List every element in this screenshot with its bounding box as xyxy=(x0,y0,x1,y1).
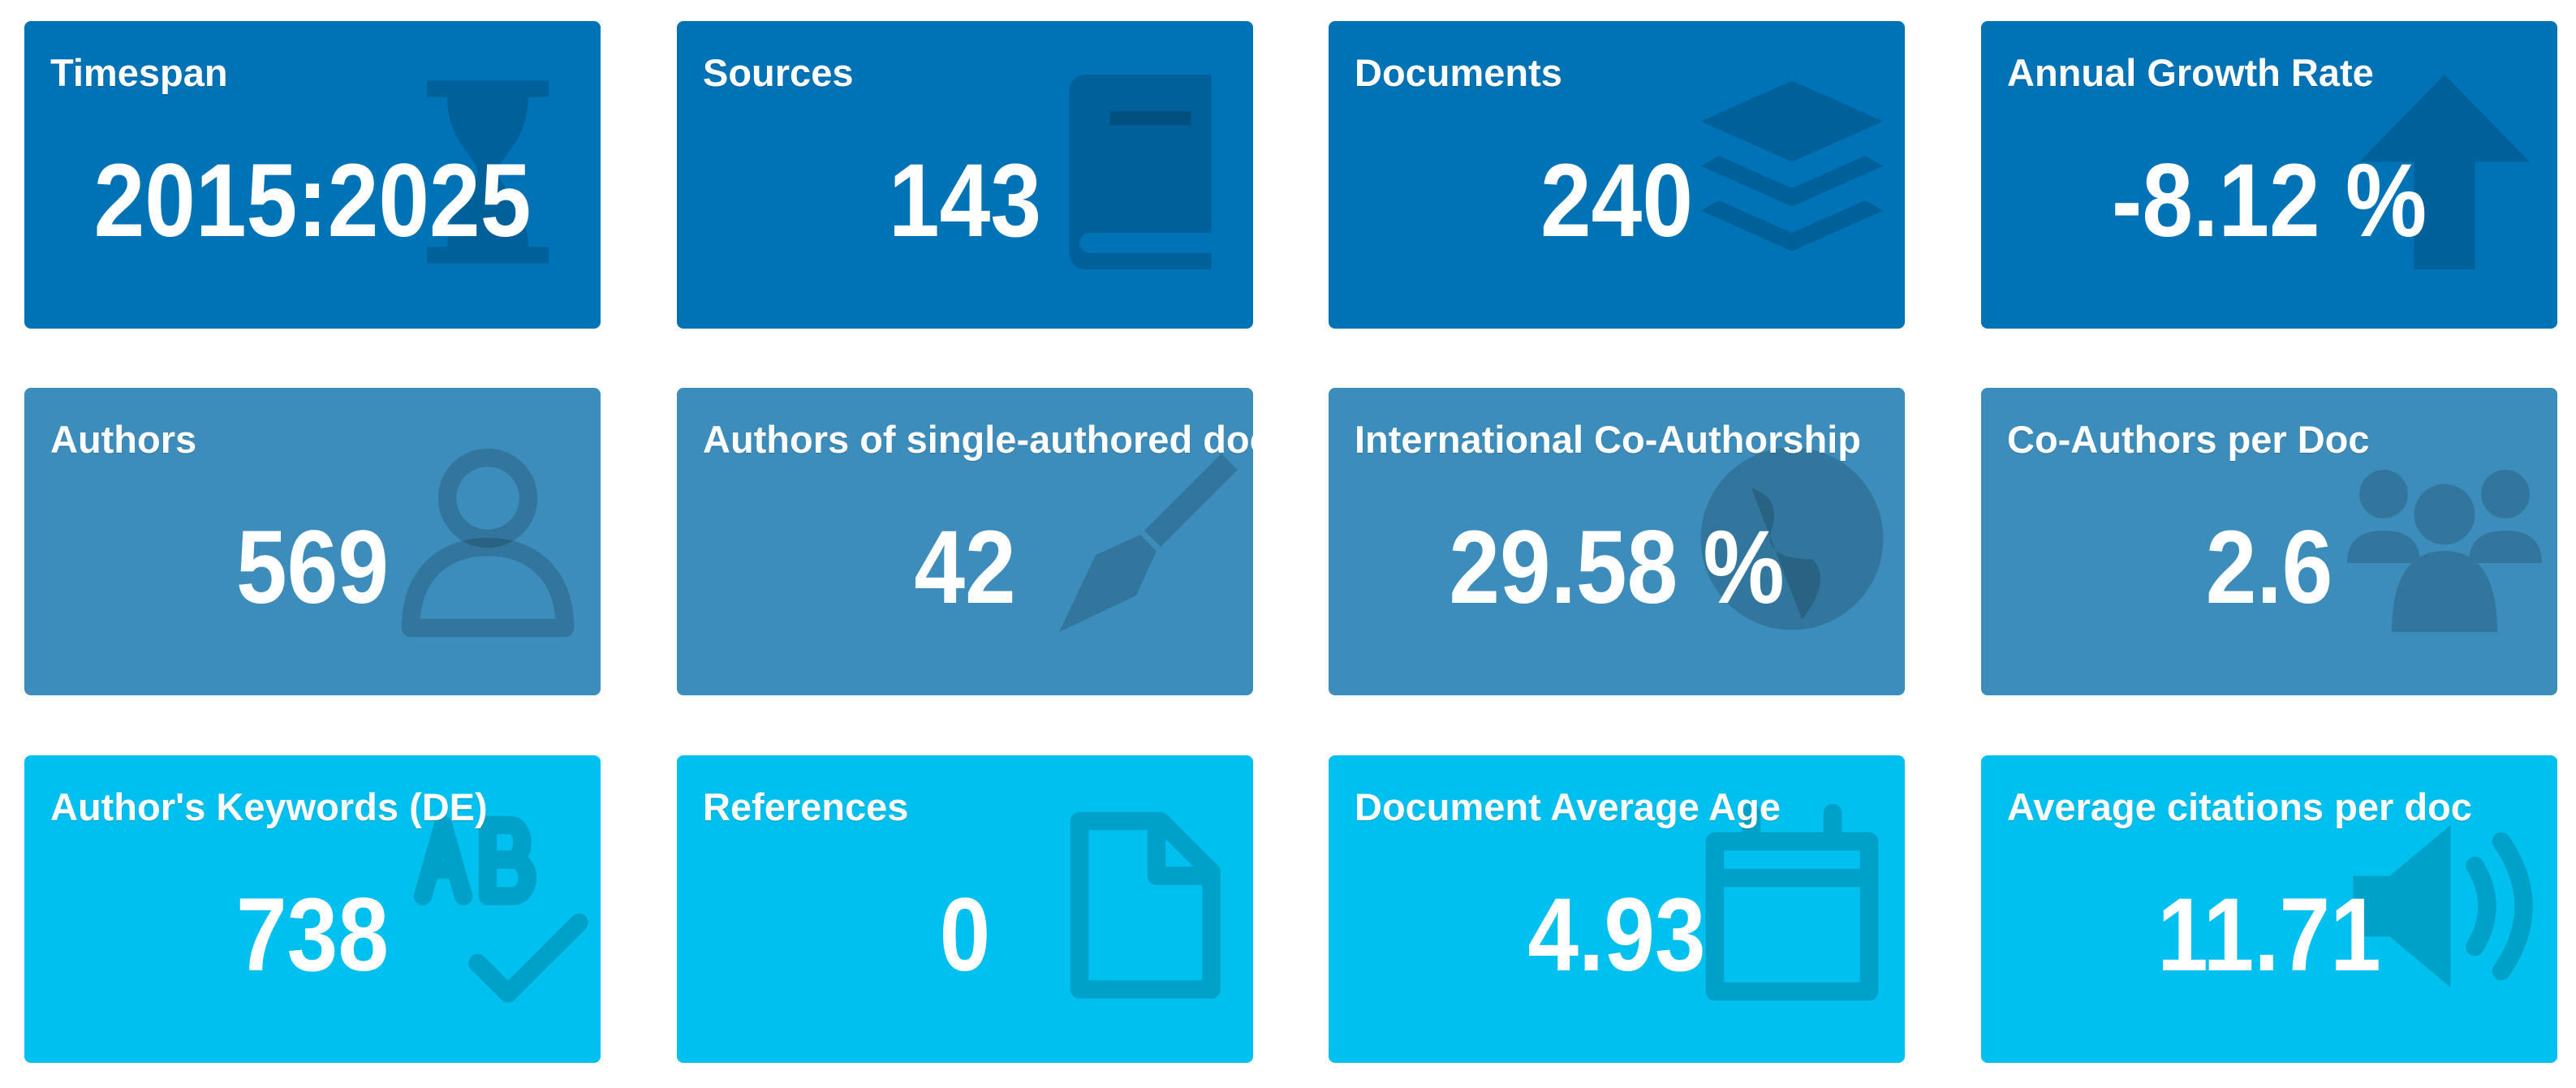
stat-tile: International Co-Authorship 29.58 % xyxy=(1329,388,1905,695)
tile-title: Average citations per doc xyxy=(2007,785,2472,828)
tile-title: Authors of single-authored docs xyxy=(703,418,1253,461)
tile-value: 240 xyxy=(1540,143,1693,259)
tile-value: -8.12 % xyxy=(2111,143,2427,259)
stat-tile: Document Average Age 4.93 xyxy=(1329,755,1905,1063)
tile-value: 4.93 xyxy=(1527,877,1706,993)
tile-title: References xyxy=(703,785,909,828)
tile-value: 2015:2025 xyxy=(93,143,532,259)
tile-title: Documents xyxy=(1355,51,1562,94)
stat-tile: References 0 xyxy=(677,755,1253,1063)
tile-value: 143 xyxy=(889,143,1041,259)
stat-tile: Authors of single-authored docs 42 xyxy=(677,388,1253,695)
tile-title: Author's Keywords (DE) xyxy=(50,785,488,828)
tile-icon xyxy=(2359,75,2530,269)
tile-title: Document Average Age xyxy=(1355,785,1781,828)
tile-icon xyxy=(401,448,575,638)
stat-tile: Sources 143 xyxy=(677,21,1253,329)
stat-tile: Co-Authors per Doc 2.6 xyxy=(1981,388,2557,695)
tile-icon xyxy=(1059,454,1238,632)
tile-value: 2.6 xyxy=(2205,510,2333,626)
tile-title: Co-Authors per Doc xyxy=(2007,418,2370,461)
stat-tile: Average citations per doc 11.71 xyxy=(1981,755,2557,1063)
tile-title: Timespan xyxy=(50,51,228,94)
tile-title: International Co-Authorship xyxy=(1355,418,1862,461)
tile-icon xyxy=(1700,80,1884,252)
tile-value: 0 xyxy=(939,877,991,993)
tile-icon xyxy=(2347,470,2542,632)
stat-tile: Documents 240 xyxy=(1329,21,1905,329)
tile-icon xyxy=(2353,825,2533,987)
tile-value: 42 xyxy=(914,510,1016,626)
stat-tile: Author's Keywords (DE) 738 xyxy=(24,755,601,1063)
stat-tile: Annual Growth Rate -8.12 % xyxy=(1981,21,2557,329)
stat-tile: Authors 569 xyxy=(24,388,601,695)
tile-value: 738 xyxy=(236,877,389,993)
tile-value: 11.71 xyxy=(2157,877,2381,993)
tile-title: Annual Growth Rate xyxy=(2007,51,2374,94)
stat-tile: Timespan 2015:2025 xyxy=(24,21,601,329)
tile-icon xyxy=(427,80,549,264)
tile-value: 569 xyxy=(236,510,389,626)
tile-icon xyxy=(1705,803,1879,1001)
tile-value: 29.58 % xyxy=(1449,510,1785,626)
tile-icon xyxy=(413,815,588,1003)
tile-icon xyxy=(1070,811,1221,999)
tile-icon xyxy=(1700,447,1884,630)
tile-title: Sources xyxy=(703,51,854,94)
tile-icon xyxy=(1069,75,1212,269)
tile-title: Authors xyxy=(50,418,197,461)
